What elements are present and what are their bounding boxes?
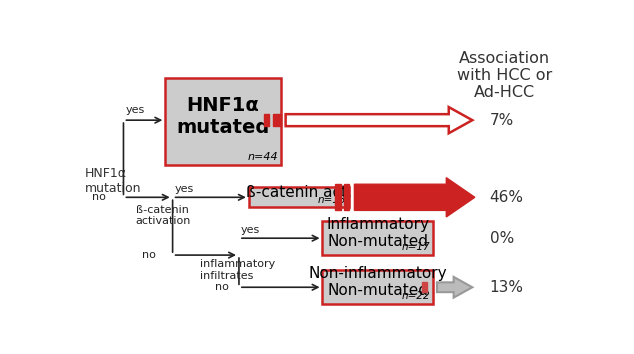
Text: HNF1α
mutated: HNF1α mutated bbox=[176, 96, 269, 137]
FancyBboxPatch shape bbox=[165, 78, 281, 165]
Bar bbox=[273, 114, 281, 126]
Text: 46%: 46% bbox=[489, 190, 524, 205]
Text: no: no bbox=[93, 192, 107, 202]
Bar bbox=[422, 282, 427, 292]
Bar bbox=[264, 114, 269, 126]
Polygon shape bbox=[354, 178, 475, 217]
Bar bbox=[344, 184, 349, 210]
Text: inflammatory
infiltrates: inflammatory infiltrates bbox=[200, 259, 275, 281]
Text: n=22: n=22 bbox=[401, 291, 430, 302]
Text: n=44: n=44 bbox=[247, 153, 278, 162]
Bar bbox=[335, 184, 341, 210]
Text: Inflammatory
Non-mutated: Inflammatory Non-mutated bbox=[327, 217, 429, 249]
Text: yes: yes bbox=[240, 225, 260, 235]
Text: 0%: 0% bbox=[489, 231, 514, 246]
FancyBboxPatch shape bbox=[249, 187, 349, 207]
Text: 13%: 13% bbox=[489, 280, 524, 295]
Text: yes: yes bbox=[175, 184, 194, 194]
Text: n=17: n=17 bbox=[401, 242, 430, 252]
Polygon shape bbox=[437, 277, 472, 298]
Text: no: no bbox=[141, 250, 155, 260]
Text: Non-inflammatory
Non-mutated: Non-inflammatory Non-mutated bbox=[308, 266, 447, 298]
Text: 7%: 7% bbox=[489, 113, 514, 128]
Text: no: no bbox=[215, 282, 229, 292]
Text: ß-catenin act.: ß-catenin act. bbox=[246, 185, 352, 200]
FancyBboxPatch shape bbox=[323, 221, 433, 255]
Text: n=13: n=13 bbox=[318, 195, 347, 205]
FancyBboxPatch shape bbox=[323, 270, 433, 304]
Text: Association
with HCC or
Ad-HCC: Association with HCC or Ad-HCC bbox=[456, 51, 552, 101]
Text: ß-catenin
activation: ß-catenin activation bbox=[136, 205, 191, 226]
Text: yes: yes bbox=[126, 105, 145, 115]
Text: HNF1α
mutation: HNF1α mutation bbox=[85, 167, 141, 195]
Polygon shape bbox=[285, 107, 472, 133]
